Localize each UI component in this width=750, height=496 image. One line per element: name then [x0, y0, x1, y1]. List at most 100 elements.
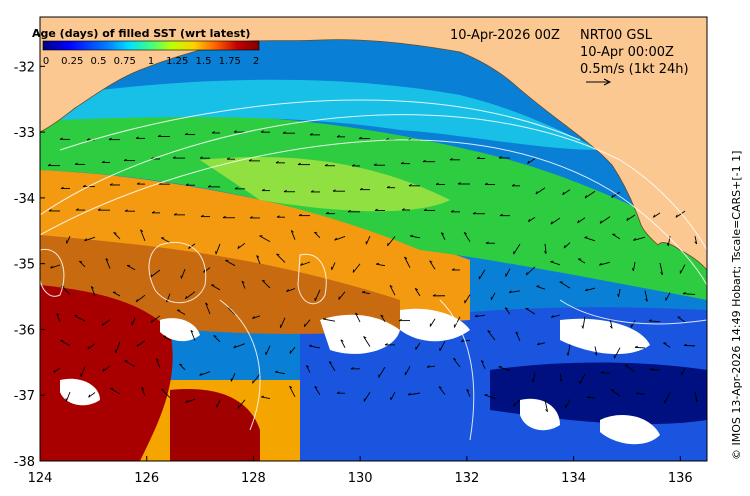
current-vector-head	[535, 191, 538, 195]
current-vector-head	[577, 219, 580, 224]
current-vector-head	[584, 195, 587, 199]
plot-frame	[39, 16, 708, 462]
current-vector-head	[499, 213, 503, 217]
sst-band-red-west	[40, 285, 173, 461]
current-vector-head	[423, 208, 427, 211]
vector-scale-label: 0.5m/s (1kt 24h)	[580, 62, 689, 77]
current-vector-head	[157, 134, 161, 137]
current-vector	[178, 363, 186, 371]
current-vector	[65, 391, 71, 402]
current-vector-head	[108, 137, 112, 141]
current-vector-head	[150, 274, 153, 278]
current-vector-head	[460, 339, 464, 342]
current-vector-head	[429, 260, 433, 263]
current-vector	[80, 366, 86, 377]
y-tick-label: -37	[14, 389, 35, 404]
y-tick-label: -34	[14, 192, 35, 207]
current-vector-head	[652, 214, 656, 218]
current-vector-head	[380, 314, 384, 317]
current-vector-head	[188, 245, 191, 249]
current-vector-head	[74, 162, 78, 165]
current-vector-head	[474, 314, 478, 318]
sst-band-cyan-north	[60, 79, 600, 150]
current-vector	[276, 253, 286, 263]
current-vector-head	[599, 220, 602, 224]
current-vector-head	[109, 183, 113, 186]
current-vector	[515, 331, 521, 342]
current-vector	[213, 335, 221, 343]
current-vector-head	[102, 368, 105, 372]
contour-line-1	[40, 114, 707, 251]
current-vector	[280, 317, 286, 328]
current-vector	[633, 236, 646, 241]
current-vector-head	[376, 262, 380, 265]
current-vector-head	[310, 190, 314, 193]
current-vector	[611, 191, 621, 198]
current-vector-head	[59, 137, 63, 140]
current-vector-head	[184, 132, 188, 135]
current-vector-head	[451, 268, 455, 271]
current-vector	[579, 373, 586, 384]
contour-eddy-1	[148, 241, 207, 304]
current-vector	[225, 259, 236, 267]
current-vector-head	[426, 365, 430, 368]
current-vector	[664, 392, 671, 404]
current-vector-head	[233, 345, 237, 349]
cloud-gap-4	[520, 398, 560, 431]
current-vector	[682, 293, 696, 295]
current-vector	[480, 360, 486, 369]
current-vector-head	[508, 290, 512, 293]
current-vector-head	[124, 209, 128, 212]
legend-tick-label: 1.25	[166, 56, 188, 67]
current-vector-head	[384, 343, 388, 346]
current-vector-head	[450, 210, 454, 213]
current-vector-head	[90, 286, 94, 289]
current-vector-head	[466, 388, 470, 392]
current-vector	[599, 216, 611, 224]
current-vector	[380, 314, 386, 322]
current-vector	[216, 399, 221, 408]
current-vector-head	[527, 160, 530, 164]
current-vector	[404, 256, 411, 268]
x-tick-label: 124	[28, 471, 53, 486]
y-tick-label: -32	[14, 60, 35, 75]
current-vector	[563, 242, 571, 249]
current-vector	[79, 260, 86, 268]
current-vector	[525, 266, 536, 276]
current-vector	[237, 242, 246, 249]
current-vector	[513, 399, 521, 407]
current-vector-head	[234, 187, 238, 190]
x-tick-label: 136	[668, 471, 693, 486]
current-vector-head	[262, 279, 266, 282]
current-vector	[564, 399, 571, 409]
current-vector-head	[432, 294, 436, 297]
current-vector	[577, 217, 586, 224]
current-vector-head	[536, 342, 540, 346]
current-vector-head	[683, 343, 687, 346]
x-tick-label: 128	[241, 471, 266, 486]
current-vector	[415, 342, 421, 350]
current-vector	[624, 364, 636, 373]
current-vector	[237, 399, 246, 409]
contour-eddy-2	[297, 253, 327, 305]
current-vector	[594, 346, 598, 356]
current-vector	[694, 391, 698, 402]
current-vector-head	[617, 293, 620, 298]
current-vector	[551, 314, 561, 318]
current-vector-head	[694, 399, 698, 403]
current-vector-head	[340, 339, 344, 342]
current-vector-head	[600, 371, 604, 374]
current-vector-head	[374, 208, 378, 211]
current-vector-head	[410, 234, 414, 237]
y-tick-label: -38	[14, 455, 35, 470]
current-vector	[188, 243, 196, 249]
current-vector-head	[363, 336, 367, 339]
current-vector	[140, 229, 146, 242]
current-vector-head	[457, 182, 461, 185]
current-vector-head	[352, 269, 355, 273]
current-vector-head	[161, 388, 165, 391]
current-vector	[677, 316, 686, 323]
current-vector	[233, 343, 246, 349]
current-vector-head	[199, 372, 202, 376]
current-vector	[679, 264, 686, 274]
